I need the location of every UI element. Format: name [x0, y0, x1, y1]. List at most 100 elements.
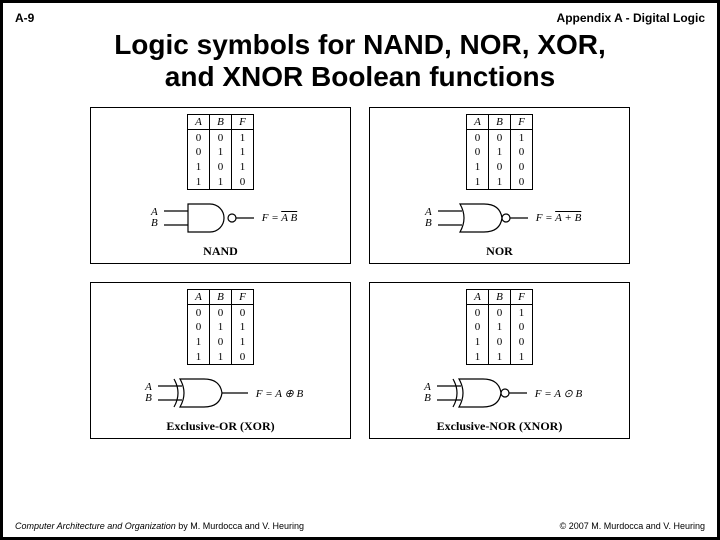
tt-cell: 0 — [511, 145, 533, 160]
gate-name: NAND — [203, 244, 238, 259]
tt-cell: 1 — [210, 320, 232, 335]
gate-row: AB F = A B — [97, 198, 344, 238]
truth-table: ABF000011101110 — [187, 289, 254, 365]
tt-col: A — [467, 290, 489, 305]
tt-cell: 0 — [188, 145, 210, 160]
gate-row: AB F = A ⊙ B — [376, 373, 623, 413]
tt-cell: 1 — [232, 335, 254, 350]
tt-cell: 0 — [467, 130, 489, 145]
tt-col: B — [210, 290, 232, 305]
tt-cell: 0 — [210, 305, 232, 320]
panel-xnor: ABF001010100111 AB F = A ⊙ B Exclusive-N… — [369, 282, 630, 439]
tt-cell: 1 — [232, 160, 254, 175]
tt-cell: 0 — [489, 160, 511, 175]
footer-authors: by M. Murdocca and V. Heuring — [176, 521, 304, 531]
tt-cell: 0 — [467, 145, 489, 160]
tt-cell: 1 — [489, 320, 511, 335]
tt-cell: 1 — [511, 305, 533, 320]
tt-cell: 0 — [188, 305, 210, 320]
input-labels: AB — [138, 382, 152, 404]
tt-col: F — [511, 290, 533, 305]
gate-symbol — [152, 373, 252, 413]
truth-table: ABF001010100111 — [466, 289, 533, 365]
tt-cell: 1 — [511, 350, 533, 365]
tt-col: F — [511, 115, 533, 130]
panel-xor: ABF000011101110 AB F = A ⊕ B Exclusive-O… — [90, 282, 351, 439]
tt-col: A — [188, 290, 210, 305]
tt-cell: 0 — [232, 350, 254, 365]
tt-cell: 0 — [210, 130, 232, 145]
tt-col: B — [489, 115, 511, 130]
footer: Computer Architecture and Organization b… — [15, 521, 705, 531]
input-labels: AB — [144, 207, 158, 229]
panel-nor: ABF001010100110 AB F = A + B NOR — [369, 107, 630, 264]
book-title: Computer Architecture and Organization — [15, 521, 176, 531]
output-label: F = A B — [262, 212, 297, 224]
page-number: A-9 — [15, 11, 34, 25]
header-row: A-9 Appendix A - Digital Logic — [15, 11, 705, 25]
tt-cell: 1 — [188, 160, 210, 175]
tt-cell: 0 — [489, 305, 511, 320]
tt-cell: 1 — [232, 320, 254, 335]
slide-title: Logic symbols for NAND, NOR, XOR, and XN… — [15, 29, 705, 93]
tt-cell: 0 — [511, 175, 533, 190]
tt-cell: 1 — [467, 175, 489, 190]
gate-name: Exclusive-OR (XOR) — [166, 419, 274, 434]
tt-cell: 1 — [467, 335, 489, 350]
title-line-2: and XNOR Boolean functions — [165, 61, 555, 92]
footer-left: Computer Architecture and Organization b… — [15, 521, 304, 531]
tt-col: F — [232, 290, 254, 305]
tt-col: B — [489, 290, 511, 305]
tt-cell: 1 — [489, 350, 511, 365]
tt-cell: 1 — [511, 130, 533, 145]
tt-cell: 0 — [232, 175, 254, 190]
tt-cell: 1 — [188, 335, 210, 350]
tt-cell: 1 — [188, 175, 210, 190]
footer-copyright: © 2007 M. Murdocca and V. Heuring — [560, 521, 705, 531]
tt-cell: 1 — [188, 350, 210, 365]
input-labels: AB — [417, 382, 431, 404]
tt-cell: 1 — [210, 350, 232, 365]
tt-col: A — [188, 115, 210, 130]
tt-cell: 1 — [210, 175, 232, 190]
tt-cell: 1 — [232, 130, 254, 145]
tt-cell: 1 — [467, 160, 489, 175]
tt-cell: 0 — [210, 335, 232, 350]
output-label: F = A + B — [536, 212, 582, 224]
tt-cell: 0 — [232, 305, 254, 320]
truth-table: ABF001011101110 — [187, 114, 254, 190]
tt-col: B — [210, 115, 232, 130]
tt-cell: 0 — [489, 335, 511, 350]
tt-cell: 1 — [489, 175, 511, 190]
tt-cell: 1 — [232, 145, 254, 160]
tt-col: A — [467, 115, 489, 130]
tt-cell: 0 — [188, 130, 210, 145]
panel-nand: ABF001011101110 AB F = A B NAND — [90, 107, 351, 264]
gate-name: NOR — [486, 244, 513, 259]
tt-cell: 0 — [511, 335, 533, 350]
gate-symbol — [432, 198, 532, 238]
tt-cell: 0 — [467, 305, 489, 320]
tt-col: F — [232, 115, 254, 130]
tt-cell: 0 — [511, 320, 533, 335]
slide: A-9 Appendix A - Digital Logic Logic sym… — [0, 0, 720, 540]
tt-cell: 0 — [210, 160, 232, 175]
tt-cell: 1 — [489, 145, 511, 160]
tt-cell: 1 — [467, 350, 489, 365]
tt-cell: 0 — [188, 320, 210, 335]
appendix-label: Appendix A - Digital Logic — [557, 11, 705, 25]
truth-table: ABF001010100110 — [466, 114, 533, 190]
gate-symbol — [158, 198, 258, 238]
tt-cell: 1 — [210, 145, 232, 160]
figure-grid: ABF001011101110 AB F = A B NAND ABF00101… — [90, 107, 630, 439]
output-label: F = A ⊙ B — [535, 387, 582, 400]
gate-name: Exclusive-NOR (XNOR) — [437, 419, 563, 434]
tt-cell: 0 — [489, 130, 511, 145]
gate-row: AB F = A ⊕ B — [97, 373, 344, 413]
gate-row: AB F = A + B — [376, 198, 623, 238]
output-label: F = A ⊕ B — [256, 387, 303, 400]
tt-cell: 0 — [511, 160, 533, 175]
gate-symbol — [431, 373, 531, 413]
input-labels: AB — [418, 207, 432, 229]
tt-cell: 0 — [467, 320, 489, 335]
